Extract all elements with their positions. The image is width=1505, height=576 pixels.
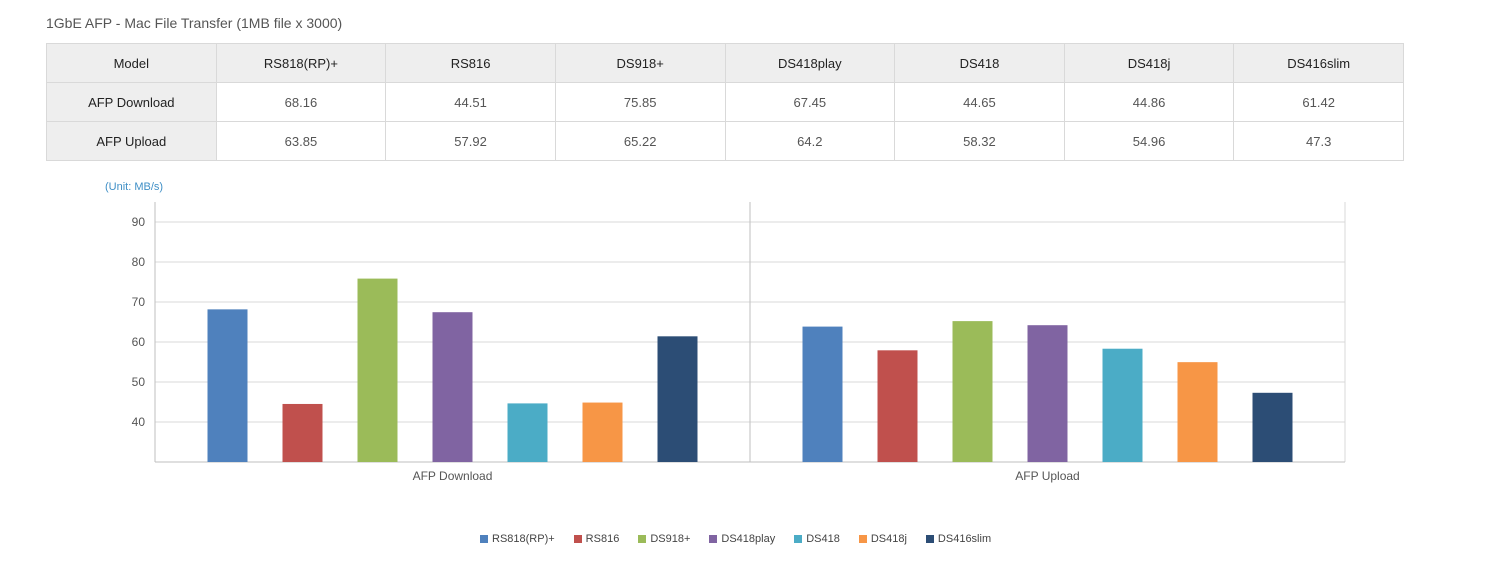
- legend-label: DS418play: [721, 533, 776, 545]
- legend-swatch: [638, 535, 647, 543]
- table-row-label: AFP Download: [46, 82, 217, 122]
- table-cell: 57.92: [385, 121, 556, 161]
- bar: [282, 403, 323, 462]
- legend-swatch: [573, 535, 582, 543]
- y-tick-label: 80: [132, 255, 146, 269]
- legend-swatch: [709, 535, 718, 543]
- legend-swatch: [858, 535, 867, 543]
- legend-item[interactable]: DS418play: [709, 533, 775, 545]
- y-tick-label: 70: [132, 295, 146, 309]
- table-header-cell: RS816: [385, 43, 556, 83]
- bar: [582, 402, 623, 462]
- legend-item[interactable]: DS418: [794, 533, 840, 545]
- bar: [877, 350, 918, 462]
- unit-label: (Unit: MB/s): [105, 181, 164, 193]
- legend-label: DS418j: [870, 533, 907, 545]
- table-header-cell: RS818(RP)+: [215, 43, 387, 83]
- performance-table: Model RS818(RP)+ RS816 DS918+ DS418play …: [46, 43, 1404, 161]
- legend-swatch: [480, 535, 488, 543]
- table-row: AFP Upload 63.85 57.92 65.22 64.2 58.32 …: [46, 121, 1404, 161]
- bar: [1252, 392, 1293, 462]
- table-cell: 64.2: [724, 121, 896, 161]
- legend-swatch: [925, 535, 934, 543]
- legend-item[interactable]: RS818(RP)+: [480, 533, 555, 545]
- bar: [507, 403, 548, 462]
- legend-item[interactable]: RS816: [573, 533, 620, 545]
- x-category-label: AFP Upload: [1015, 469, 1079, 483]
- legend-item[interactable]: DS918+: [638, 533, 690, 545]
- legend-item[interactable]: DS418j: [858, 533, 907, 545]
- legend-item[interactable]: DS416slim: [925, 533, 992, 545]
- bar: [1027, 325, 1068, 462]
- bar: [657, 336, 698, 462]
- table-header-cell: DS418play: [724, 43, 896, 83]
- table-row-label: AFP Upload: [46, 121, 217, 161]
- y-tick-label: 90: [132, 215, 146, 229]
- table-cell: 65.22: [554, 121, 726, 161]
- legend-swatch: [794, 535, 803, 543]
- legend-label: DS416slim: [937, 533, 992, 545]
- y-tick-label: 50: [132, 375, 146, 389]
- legend-label: DS418: [806, 533, 840, 545]
- table-header-cell: DS416slim: [1233, 43, 1404, 83]
- y-tick-label: 60: [132, 335, 146, 349]
- bar: [1177, 362, 1218, 462]
- table-cell: 58.32: [894, 121, 1065, 161]
- bar: [1102, 348, 1143, 462]
- chart-legend: RS818(RP)+ RS816 DS918+ DS418play DS418 DS418…: [480, 533, 1010, 545]
- bar: [207, 309, 248, 462]
- table-cell: 44.65: [894, 82, 1065, 122]
- table-header-cell: DS418j: [1063, 43, 1235, 83]
- table-cell: 44.51: [385, 82, 556, 122]
- table-cell: 47.3: [1233, 121, 1404, 161]
- y-tick-label: 40: [132, 415, 146, 429]
- table-cell: 67.45: [724, 82, 896, 122]
- table-header-row: Model RS818(RP)+ RS816 DS918+ DS418play …: [46, 43, 1404, 83]
- legend-label: DS918+: [650, 533, 691, 545]
- bar: [802, 326, 843, 462]
- bar: [357, 278, 398, 462]
- table-cell: 54.96: [1063, 121, 1235, 161]
- legend-label: RS818(RP)+: [492, 533, 555, 545]
- table-cell: 63.85: [215, 121, 387, 161]
- x-category-label: AFP Download: [413, 469, 493, 483]
- legend-label: RS816: [585, 533, 620, 545]
- bar: [432, 312, 473, 462]
- page-title: 1GbE AFP - Mac File Transfer (1MB file x…: [46, 15, 343, 31]
- bar: [952, 321, 993, 462]
- table-header-cell: DS918+: [554, 43, 726, 83]
